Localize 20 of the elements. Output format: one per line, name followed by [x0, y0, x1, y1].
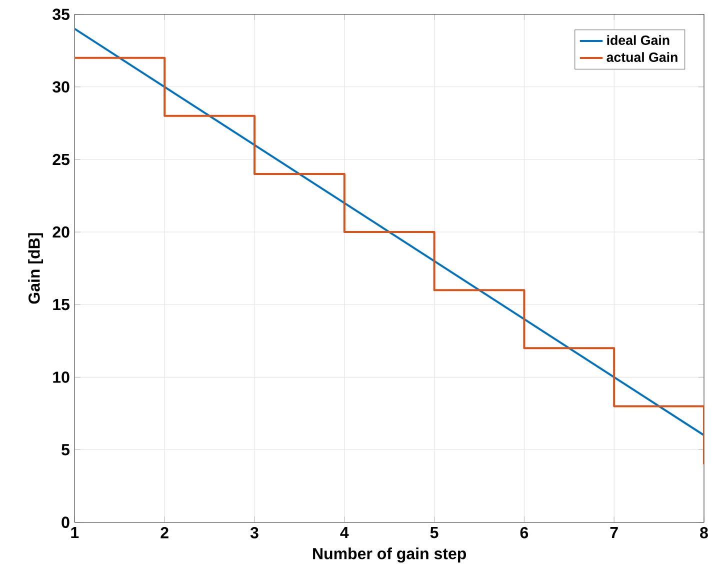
- x-tick-label: 2: [160, 527, 168, 538]
- x-tick-label: 3: [250, 527, 258, 538]
- x-axis-title: Number of gain step: [313, 548, 466, 563]
- x-tick-label: 7: [610, 527, 618, 538]
- y-axis-title: Gain [dB]: [28, 233, 44, 304]
- y-tick-label: 0: [62, 516, 70, 528]
- x-tick-label: 8: [700, 527, 708, 538]
- y-tick-label: 35: [52, 8, 70, 20]
- y-tick-label: 20: [52, 226, 70, 238]
- legend-label: ideal Gain: [607, 35, 670, 45]
- x-tick-label: 4: [340, 527, 349, 538]
- x-tick-label: 1: [71, 527, 79, 538]
- y-tick-label: 10: [53, 372, 70, 383]
- y-tick-label: 25: [52, 154, 70, 166]
- legend-label: actual Gain: [606, 52, 678, 62]
- x-tick-label: 5: [430, 527, 438, 538]
- x-tick-label: 6: [520, 527, 528, 538]
- y-tick-label: 30: [52, 81, 70, 93]
- y-tick-label: 15: [53, 299, 70, 310]
- y-tick-label: 5: [62, 444, 70, 456]
